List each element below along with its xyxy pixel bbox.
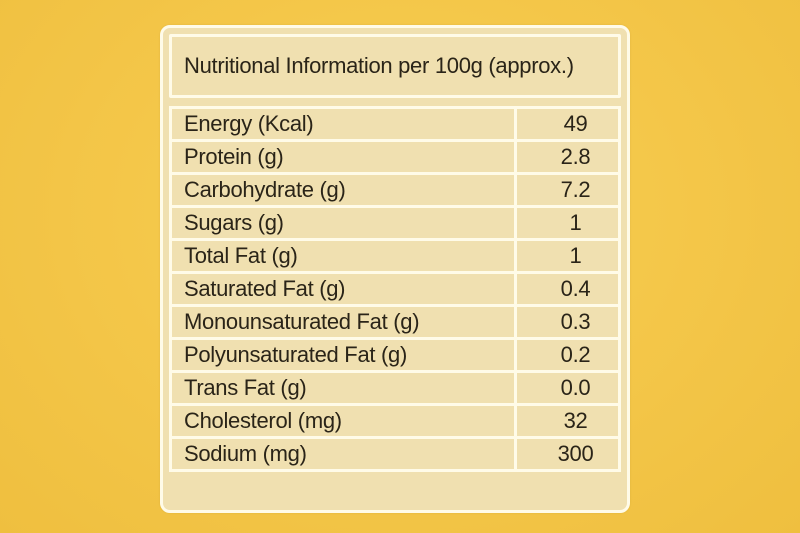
nutrient-name: Sodium (mg) (169, 436, 517, 472)
table-row: Energy (Kcal) 49 (169, 106, 621, 142)
table-row: Total Fat (g) 1 (169, 238, 621, 274)
nutrient-name: Sugars (g) (169, 205, 517, 241)
table-row: Sodium (mg) 300 (169, 436, 621, 472)
table-row: Sugars (g) 1 (169, 205, 621, 241)
nutrition-table: Energy (Kcal) 49 Protein (g) 2.8 Carbohy… (169, 106, 621, 472)
nutrient-value: 2.8 (514, 139, 621, 175)
nutrient-name: Energy (Kcal) (169, 106, 517, 142)
nutrient-name: Trans Fat (g) (169, 370, 517, 406)
nutrient-value: 300 (514, 436, 621, 472)
nutrient-name: Protein (g) (169, 139, 517, 175)
nutrient-value: 0.0 (514, 370, 621, 406)
nutrient-name: Total Fat (g) (169, 238, 517, 274)
nutrient-value: 0.2 (514, 337, 621, 373)
nutrition-title: Nutritional Information per 100g (approx… (169, 34, 621, 98)
nutrient-name: Carbohydrate (g) (169, 172, 517, 208)
table-row: Cholesterol (mg) 32 (169, 403, 621, 439)
nutrient-name: Monounsaturated Fat (g) (169, 304, 517, 340)
nutrient-name: Saturated Fat (g) (169, 271, 517, 307)
table-row: Saturated Fat (g) 0.4 (169, 271, 621, 307)
nutrient-name: Cholesterol (mg) (169, 403, 517, 439)
nutrient-value: 0.3 (514, 304, 621, 340)
nutrient-value: 1 (514, 205, 621, 241)
nutrient-value: 7.2 (514, 172, 621, 208)
nutrient-name: Polyunsaturated Fat (g) (169, 337, 517, 373)
nutrition-label: Nutritional Information per 100g (approx… (160, 25, 630, 513)
nutrient-value: 49 (514, 106, 621, 142)
table-row: Protein (g) 2.8 (169, 139, 621, 175)
nutrient-value: 32 (514, 403, 621, 439)
table-row: Monounsaturated Fat (g) 0.3 (169, 304, 621, 340)
nutrient-value: 1 (514, 238, 621, 274)
table-row: Carbohydrate (g) 7.2 (169, 172, 621, 208)
table-row: Trans Fat (g) 0.0 (169, 370, 621, 406)
nutrient-value: 0.4 (514, 271, 621, 307)
table-row: Polyunsaturated Fat (g) 0.2 (169, 337, 621, 373)
